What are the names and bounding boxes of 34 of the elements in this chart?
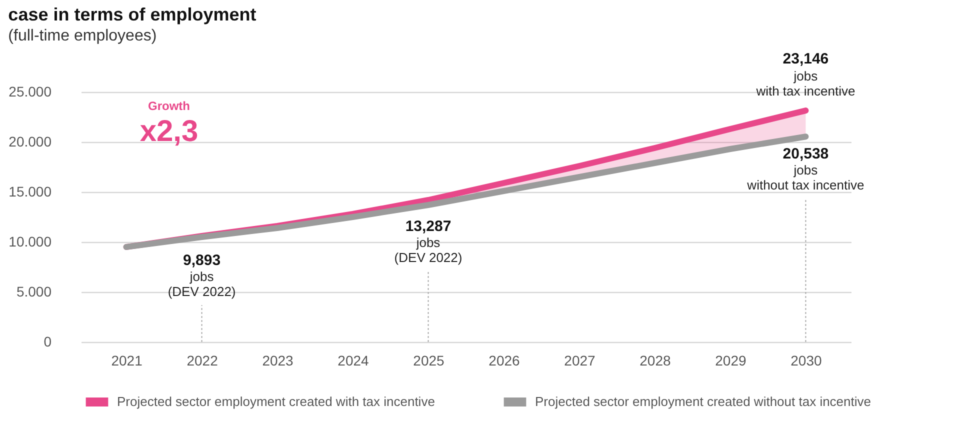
annotation: 13,287 [405,218,452,236]
x-tick-label: 2028 [640,352,672,368]
chart-subtitle: (full-time employees) [8,28,157,45]
x-tick-label: 2029 [715,352,746,368]
annotation: 23,146 [782,50,829,68]
annotation: jobs [415,235,441,250]
annotation: 9,893 [183,252,221,270]
x-tick-label: 2023 [262,352,294,368]
annotation: (DEV 2022) [168,284,236,300]
annotation: jobs [188,269,214,284]
x-tick-label: 2027 [564,352,596,368]
y-tick-label: 10.000 [8,234,52,250]
y-tick-label: 15.000 [8,184,52,200]
annotation: without tax incentive [746,178,864,193]
legend-label: Projected sector employment created with tax incentive [117,394,435,409]
y-tick-label: 0 [44,334,52,350]
legend-label: Projected sector employment created without tax incentive [535,394,872,409]
x-tick-label: 2021 [111,352,143,368]
annotation: (DEV 2022) [394,250,462,266]
x-tick-label: 2024 [338,352,370,368]
x-tick-label: 2026 [488,352,520,368]
x-tick-label: 2030 [790,352,822,368]
annotation: x2,3 [140,115,198,148]
annotation: with tax incentive [755,84,856,99]
chart-title: case in terms of employment [8,4,256,25]
y-tick-label: 5.000 [16,284,52,300]
x-tick-label: 2022 [186,352,218,368]
annotation: 20,538 [782,146,829,163]
y-tick-label: 20.000 [8,134,52,150]
annotation: Growth [148,99,190,113]
text: jobs [792,68,818,84]
x-tick-label: 2025 [413,352,445,368]
y-tick-label: 25.000 [8,84,52,100]
annotation: jobs [792,162,818,178]
